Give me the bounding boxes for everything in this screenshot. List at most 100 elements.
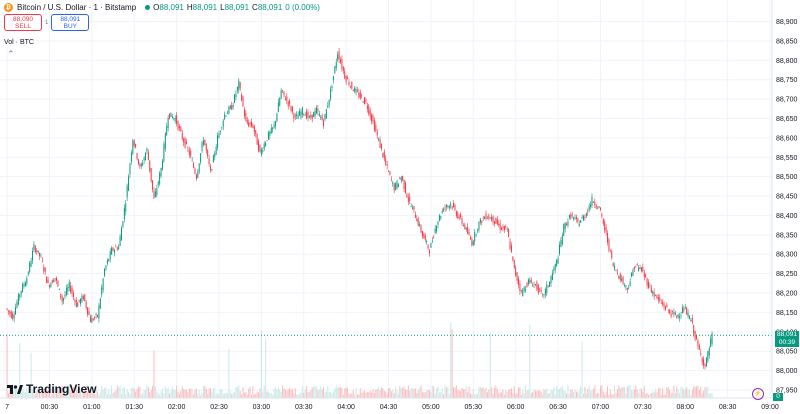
volume-bar [491,387,493,398]
volume-bar [693,386,695,398]
candle-body [455,211,457,216]
volume-bar [150,389,152,398]
volume-bar [558,388,560,398]
time-tick-label: 02:30 [210,404,228,411]
candle-body [711,333,713,344]
candle-body [516,272,518,281]
volume-bar [105,387,107,398]
volume-bar [15,387,17,398]
volume-bar [407,385,409,398]
volume-bar [121,393,123,398]
volume-bar [9,386,11,398]
volume-bar [10,394,12,398]
low-label: L [220,3,225,12]
volume-bar [262,391,264,398]
sell-button[interactable]: 88,090 SELL [4,14,42,31]
candle-body [477,230,479,232]
candle-body [137,159,139,164]
symbol-title[interactable]: Bitcoin / U.S. Dollar · 1 · Bitstamp [17,3,137,12]
candle-body [375,124,377,132]
candle-body [409,196,411,202]
volume-bar [77,390,79,398]
candle-body [242,96,244,107]
volume-bar [195,388,197,398]
volume-legend[interactable]: Vol · BTC [4,39,34,46]
volume-bar [505,390,507,398]
candle-body [371,114,373,122]
volume-bar [688,389,690,398]
volume-bar [460,391,462,398]
candle-body [279,98,281,106]
candle-body [509,241,511,249]
candle-body [551,273,553,281]
candle-body [587,211,589,213]
volume-bar [112,392,114,398]
candle-body [26,278,28,284]
candle-body [608,239,610,251]
candle-body [331,86,333,89]
candle-body [400,177,402,181]
candle-body [243,109,245,117]
volume-bar [356,394,358,398]
candle-body [460,214,462,218]
candle-body [505,226,507,228]
volume-bar [674,393,676,398]
volume-bar [628,385,630,398]
candle-body [201,142,203,152]
volume-bar [607,386,609,398]
volume-bar [349,394,351,398]
candle-body [88,311,90,316]
candle-body [502,226,504,229]
volume-bar [643,385,645,398]
replay-icon[interactable]: ⚡ [752,388,764,400]
volume-bar [646,392,648,398]
volume-bar [530,393,532,398]
volume-bar [549,393,551,398]
candle-body [503,226,505,231]
volume-bar [39,387,41,398]
volume-bar [201,392,203,398]
candle-body [414,214,416,218]
candle-body [75,299,77,308]
volume-badge: 0 [773,393,783,401]
candle-body [592,201,594,203]
tradingview-logo[interactable]: TradingView [7,382,96,396]
buy-button[interactable]: 88,091 BUY [51,14,90,31]
candle-body [280,90,282,99]
volume-bar [41,390,43,398]
volume-bar [222,393,224,398]
time-tick-label: 07:00 [592,404,610,411]
volume-bar [20,386,22,398]
candle-body [560,240,562,247]
volume-bar [258,392,260,398]
volume-bar [266,391,268,398]
candle-body [324,114,326,120]
volume-bar [557,389,559,398]
volume-bar [365,392,367,398]
volume-bar [608,394,610,398]
volume-bar [621,386,623,398]
candle-body [98,305,100,319]
candle-body [194,168,196,174]
candle-body [150,168,152,182]
candle-body [245,112,247,121]
candle-body [607,232,609,243]
price-axis[interactable]: 88,900 88,850 88,800 88,750 88,700 88,650 88,6… [776,19,798,394]
volume-bar [53,385,55,398]
collapse-chevron-icon[interactable]: ⌃ [7,49,15,59]
volume-bar [414,388,416,398]
volume-bar [701,393,703,398]
volume-bar [152,385,154,398]
time-tick-label: 08:30 [719,404,737,411]
candle-body [496,219,498,225]
volume-bar [284,389,286,398]
candle-body [80,298,82,304]
candle-body [491,216,493,221]
time-axis[interactable]: 7 00:30 01:00 01:30 02:00 02:30 03:00 03:30 04:0… [5,404,779,411]
candle-body [143,157,145,161]
candle-body [382,152,384,157]
candle-body [696,335,698,339]
price-tick-label: 88,000 [776,368,798,375]
